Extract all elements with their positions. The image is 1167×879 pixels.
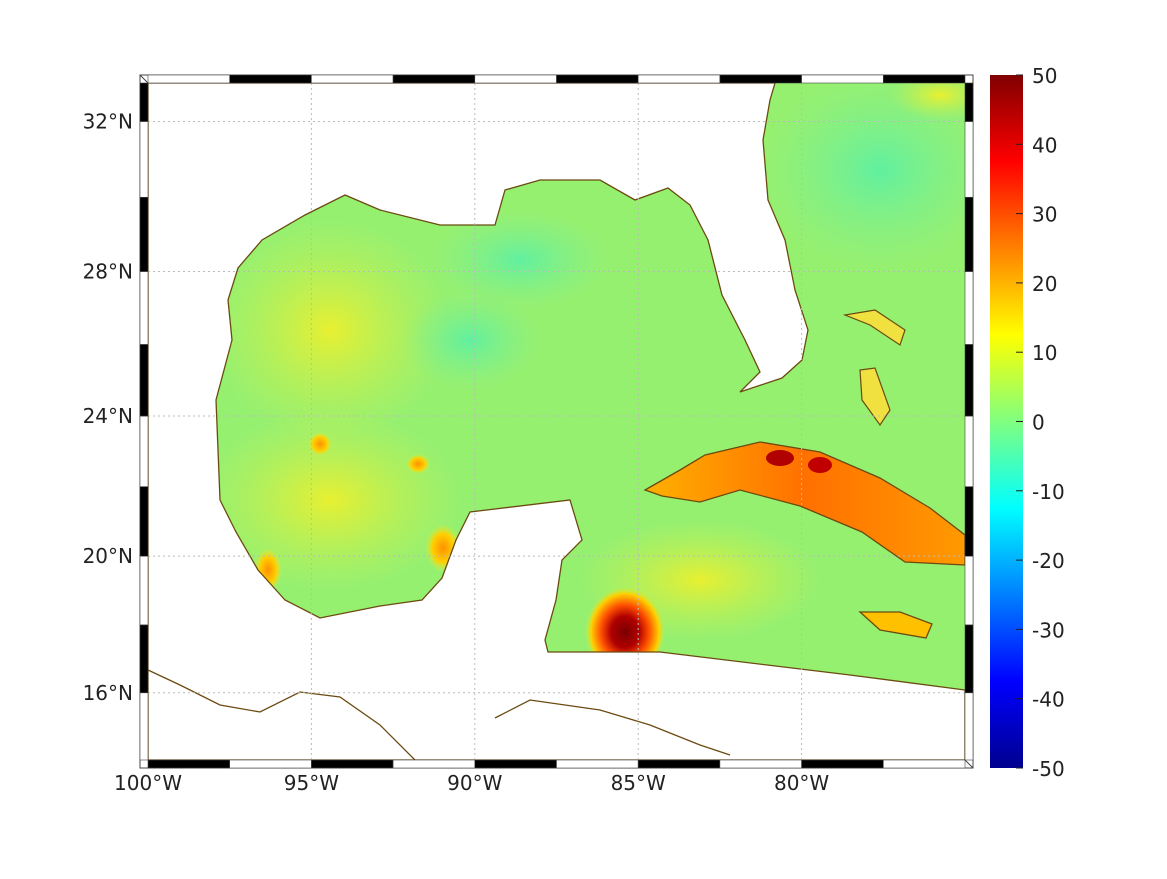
frame-band-left	[139, 196, 149, 272]
frame-band-bottom	[801, 759, 884, 769]
frame-band-top	[392, 74, 476, 84]
cuba-island	[643, 441, 965, 566]
colorbar-tick-label: 0	[1032, 411, 1045, 435]
lat-tick-label: 32°N	[83, 109, 133, 133]
frame-band-bottom	[311, 759, 394, 769]
map-frame	[139, 74, 974, 769]
land-mask	[148, 83, 965, 760]
frame-band-left	[139, 82, 149, 122]
frame-band-bottom	[637, 759, 721, 769]
frame-band-right	[964, 196, 974, 272]
jamaica-island	[858, 611, 933, 639]
lon-tick-label: 85°W	[611, 771, 666, 795]
coastline-central-america	[148, 669, 731, 760]
frame-band-bottom	[392, 759, 476, 769]
frame-band-left	[139, 555, 149, 626]
frame-band-right	[964, 415, 974, 487]
colorbar-tick-label: -30	[1032, 618, 1065, 642]
frame-band-left	[139, 271, 149, 345]
frame-band-left	[139, 344, 149, 417]
frame-band-right	[964, 692, 974, 761]
data-field	[148, 83, 965, 760]
lon-tick-label: 90°W	[447, 771, 502, 795]
frame-band-right	[964, 82, 974, 122]
colorbar-tick-label: 20	[1032, 272, 1057, 296]
frame-band-top	[882, 74, 966, 84]
frame-band-bottom	[229, 759, 312, 769]
colorbar-tick-label: 50	[1032, 64, 1057, 88]
lon-tick-label: 80°W	[774, 771, 829, 795]
axis-labels: 100°W 95°W 90°W 85°W 80°W 32°N 28°N 24°N 20°N 16°…	[83, 109, 830, 795]
frame-band-left	[139, 624, 149, 694]
frame-band-right	[964, 271, 974, 345]
frame-band-top	[474, 74, 557, 84]
colorbar: 50 40 30 20 10 0 -10 -20 -30 -40 -50	[990, 64, 1065, 781]
colorbar-tick-label: 30	[1032, 203, 1057, 227]
frame-band-top	[719, 74, 802, 84]
frame-band-left	[139, 415, 149, 487]
frame-band-left	[139, 692, 149, 761]
colorbar-tick-label: 10	[1032, 341, 1057, 365]
lat-tick-label: 28°N	[83, 260, 133, 284]
frame-band-bottom	[556, 759, 639, 769]
lat-tick-label: 16°N	[83, 681, 133, 705]
frame-band-top	[229, 74, 312, 84]
grid-lines	[148, 83, 965, 760]
lat-tick-label: 20°N	[83, 544, 133, 568]
frame-band-top	[801, 74, 884, 84]
frame-band-left	[139, 486, 149, 557]
frame-band-bottom	[719, 759, 802, 769]
lon-tick-label: 100°W	[114, 771, 182, 795]
lon-tick-label: 95°W	[284, 771, 339, 795]
frame-band-right	[964, 555, 974, 626]
frame-band-left	[139, 121, 149, 198]
frame-band-bottom	[474, 759, 557, 769]
colorbar-tick-label: -20	[1032, 549, 1065, 573]
frame-band-bottom	[882, 759, 966, 769]
colorbar-tick-label: -50	[1032, 757, 1065, 781]
colorbar-tick-label: -10	[1032, 480, 1065, 504]
frame-band-bottom	[147, 759, 230, 769]
frame-band-right	[964, 624, 974, 694]
frame-band-top	[556, 74, 639, 84]
colorbar-tick-label: -40	[1032, 688, 1065, 712]
frame-band-right	[964, 121, 974, 198]
frame-band-top	[637, 74, 721, 84]
frame-band-top	[147, 74, 230, 84]
lat-tick-label: 24°N	[83, 404, 133, 428]
frame-band-right	[964, 486, 974, 557]
frame-band-right	[964, 344, 974, 417]
frame-band-top	[311, 74, 394, 84]
colorbar-tick-label: 40	[1032, 133, 1057, 157]
bahamas-islands	[842, 309, 906, 427]
